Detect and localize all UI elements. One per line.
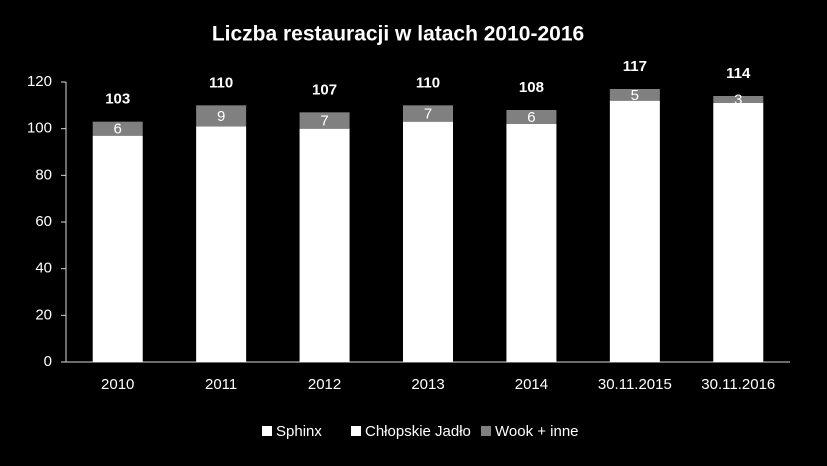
y-tick-label: 0 (44, 353, 52, 370)
bar-segment (609, 100, 660, 363)
total-label: 117 (623, 58, 647, 75)
segment-label: 7 (320, 112, 328, 129)
y-tick-label: 120 (27, 73, 52, 90)
y-tick-label: 20 (35, 306, 52, 323)
bar-segment (196, 105, 247, 127)
segment-label: 6 (114, 121, 122, 138)
legend-label: Sphinx (276, 423, 322, 440)
bar-segment (196, 126, 247, 362)
total-label: 107 (312, 81, 337, 98)
total-label: 114 (726, 65, 751, 82)
x-tick-label: 30.11.2016 (701, 376, 775, 393)
bar-segment (609, 89, 660, 101)
x-tick-label: 2012 (308, 376, 341, 393)
y-tick-label: 40 (35, 260, 52, 277)
bar-segment (506, 124, 557, 362)
segment-label: 9 (217, 108, 225, 125)
x-tick-label: 2013 (411, 376, 444, 393)
total-label: 110 (416, 74, 440, 91)
bar-segment (299, 128, 350, 362)
total-label: 110 (209, 74, 233, 91)
chart-title: Liczba restauracji w latach 2010-2016 (212, 23, 584, 46)
x-tick-label: 30.11.2015 (598, 376, 672, 393)
bar-segment (713, 103, 764, 362)
y-tick-label: 80 (35, 166, 52, 183)
segment-label: 3 (734, 91, 742, 108)
segment-label: 6 (527, 109, 535, 126)
legend-swatch (481, 426, 491, 436)
legend-swatch (351, 426, 361, 436)
x-tick-label: 2011 (205, 376, 237, 393)
bar-segment (713, 96, 764, 103)
bar-segment (506, 110, 557, 124)
x-tick-label: 2010 (101, 376, 134, 393)
bar-segment (92, 135, 143, 362)
y-tick-label: 60 (35, 213, 52, 230)
total-label: 103 (105, 91, 130, 108)
legend-label: Wook + inne (495, 423, 579, 440)
bar-segment (92, 121, 143, 136)
y-tick-label: 100 (27, 120, 52, 137)
bar-segment (403, 105, 453, 122)
bar-segment (403, 121, 453, 363)
legend-label: Chłopskie Jadło (365, 423, 471, 440)
total-label: 108 (519, 79, 544, 96)
x-tick-label: 2014 (515, 376, 548, 393)
bar-segment (299, 112, 350, 129)
segment-label: 5 (631, 87, 639, 104)
segment-label: 7 (424, 105, 432, 122)
legend-swatch (262, 426, 272, 436)
